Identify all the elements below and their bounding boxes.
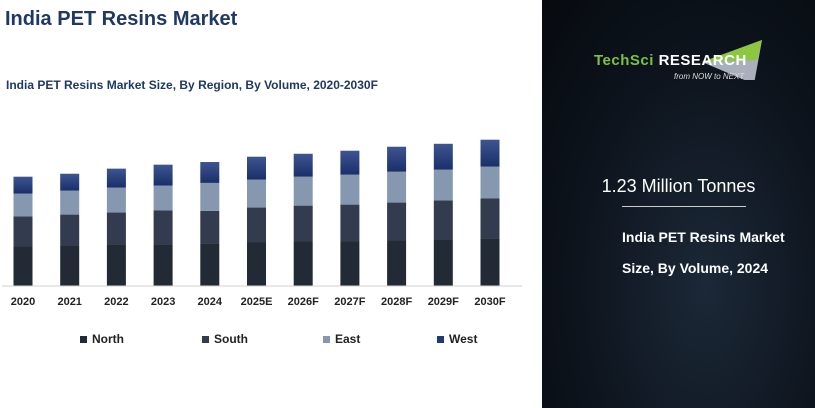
legend-item-south: South bbox=[202, 332, 248, 346]
bar-north-2023 bbox=[153, 244, 173, 286]
bar-north-2020 bbox=[13, 246, 33, 286]
stacked-bar-chart: 2020 2021 2022 2023 2024 2025E 2026F 2027F 2028F… bbox=[2, 139, 522, 308]
bar-south-2028F bbox=[387, 202, 407, 241]
description-line-2: Size, By Volume, 2024 bbox=[622, 260, 769, 276]
bar-north-2030F bbox=[480, 238, 500, 286]
legend-swatch bbox=[202, 335, 209, 343]
x-tick-label: 2029F bbox=[428, 296, 459, 308]
bar-east-2024 bbox=[200, 182, 220, 211]
bar-east-2027F bbox=[340, 174, 360, 205]
bar-west-2029F bbox=[433, 143, 453, 170]
bar-west-2028F bbox=[387, 146, 407, 172]
bar-west-2027F bbox=[340, 150, 360, 175]
bar-south-2030F bbox=[480, 198, 500, 239]
bar-west-2030F bbox=[480, 139, 500, 167]
bar-east-2030F bbox=[480, 166, 500, 199]
logo-text-techsci: TechSci bbox=[594, 52, 654, 69]
bar-north-2021 bbox=[60, 245, 80, 286]
bar-south-2023 bbox=[153, 210, 173, 245]
legend-item-west: West bbox=[437, 332, 477, 346]
legend-swatch bbox=[80, 335, 87, 343]
bar-south-2024 bbox=[200, 210, 220, 244]
x-tick-label: 2025E bbox=[241, 296, 273, 308]
legend-label: West bbox=[449, 332, 478, 346]
x-tick-label: 2020 bbox=[11, 296, 35, 308]
page-title: India PET Resins Market bbox=[5, 8, 238, 30]
bar-south-2022 bbox=[106, 212, 126, 245]
bar-south-2029F bbox=[433, 200, 453, 240]
legend-label: East bbox=[335, 332, 361, 346]
x-tick-label: 2028F bbox=[381, 296, 412, 308]
x-tick-label: 2023 bbox=[151, 296, 175, 308]
bar-east-2028F bbox=[387, 171, 407, 203]
divider bbox=[622, 206, 746, 207]
bar-west-2025E bbox=[247, 156, 266, 180]
x-tick-label: 2030F bbox=[474, 296, 505, 308]
bar-west-2024 bbox=[200, 162, 220, 183]
x-tick-label: 2026F bbox=[288, 296, 319, 308]
bar-west-2023 bbox=[153, 164, 173, 186]
logo-tagline: from NOW to NEXT bbox=[674, 72, 745, 81]
bar-north-2026F bbox=[293, 241, 313, 286]
bar-east-2026F bbox=[293, 176, 313, 206]
bar-north-2027F bbox=[340, 241, 360, 286]
bar-south-2021 bbox=[60, 214, 80, 246]
bar-north-2022 bbox=[106, 244, 126, 286]
bar-west-2021 bbox=[60, 173, 80, 191]
bar-east-2029F bbox=[433, 169, 453, 201]
description-line-1: India PET Resins Market bbox=[622, 229, 785, 245]
logo-text-research: Research bbox=[658, 52, 747, 69]
summary-panel: TechSci Research from NOW to NEXT 1.23 M… bbox=[542, 0, 815, 408]
bar-south-2020 bbox=[13, 216, 33, 247]
techsci-logo: TechSci Research from NOW to NEXT bbox=[592, 20, 792, 81]
legend-swatch bbox=[437, 335, 444, 343]
bar-north-2024 bbox=[200, 243, 220, 286]
bar-east-2023 bbox=[153, 185, 173, 211]
bar-west-2020 bbox=[13, 176, 33, 194]
x-tick-label: 2022 bbox=[104, 296, 128, 308]
legend-label: North bbox=[92, 332, 124, 346]
bar-east-2022 bbox=[106, 187, 126, 213]
bar-south-2025E bbox=[247, 207, 266, 243]
bar-west-2026F bbox=[293, 153, 313, 177]
x-tick-label: 2027F bbox=[334, 296, 365, 308]
x-tick-label: 2024 bbox=[198, 296, 223, 308]
legend-label: South bbox=[214, 332, 248, 346]
market-description: India PET Resins Market Size, By Volume,… bbox=[622, 222, 785, 284]
legend-swatch bbox=[323, 335, 330, 343]
market-value: 1.23 Million Tonnes bbox=[601, 176, 756, 196]
legend-item-north: North bbox=[80, 332, 124, 346]
chart-title: India PET Resins Market Size, By Region,… bbox=[6, 78, 378, 92]
x-tick-label: 2021 bbox=[57, 296, 81, 308]
bar-east-2021 bbox=[60, 190, 80, 215]
bar-north-2025E bbox=[247, 242, 266, 286]
logo-arrow-icon bbox=[702, 40, 762, 80]
legend-item-east: East bbox=[323, 332, 360, 346]
bar-west-2022 bbox=[106, 168, 126, 188]
bar-north-2028F bbox=[387, 240, 407, 286]
bar-south-2027F bbox=[340, 204, 360, 242]
bar-east-2025E bbox=[247, 179, 266, 208]
bar-east-2020 bbox=[13, 193, 33, 217]
bar-north-2029F bbox=[433, 239, 453, 286]
bar-south-2026F bbox=[293, 205, 313, 242]
